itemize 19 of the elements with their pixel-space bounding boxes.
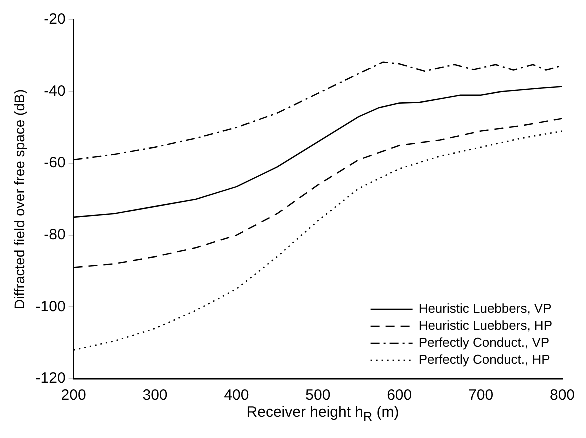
legend-label: Heuristic Luebbers, VP bbox=[418, 301, 552, 316]
legend-label: Perfectly Conduct., HP bbox=[418, 352, 550, 368]
y-tick-label: -100 bbox=[36, 298, 66, 316]
y-tick-label: -80 bbox=[44, 226, 66, 244]
x-axis-title: Receiver height h$_{R}$ (m) bbox=[246, 404, 400, 424]
x-tick-label: 800 bbox=[550, 387, 575, 404]
x-tick-label: 300 bbox=[142, 387, 168, 404]
x-tick-label: 700 bbox=[468, 387, 494, 404]
y-axis-title: Diffracted field over free space (dB) bbox=[11, 90, 28, 310]
legend-label: Heuristic Luebbers, HP bbox=[418, 318, 552, 334]
legend-label: Perfectly Conduct., VP bbox=[418, 335, 550, 350]
y-tick-label: -20 bbox=[44, 11, 66, 28]
y-tick-label: -120 bbox=[36, 370, 66, 388]
x-tick-label: 500 bbox=[306, 387, 331, 404]
x-tick-label: 200 bbox=[61, 387, 86, 404]
x-tick-label: 400 bbox=[224, 387, 250, 404]
y-tick-label: -40 bbox=[44, 82, 66, 100]
y-tick-label: -60 bbox=[44, 154, 66, 172]
x-tick-label: 600 bbox=[387, 387, 412, 404]
